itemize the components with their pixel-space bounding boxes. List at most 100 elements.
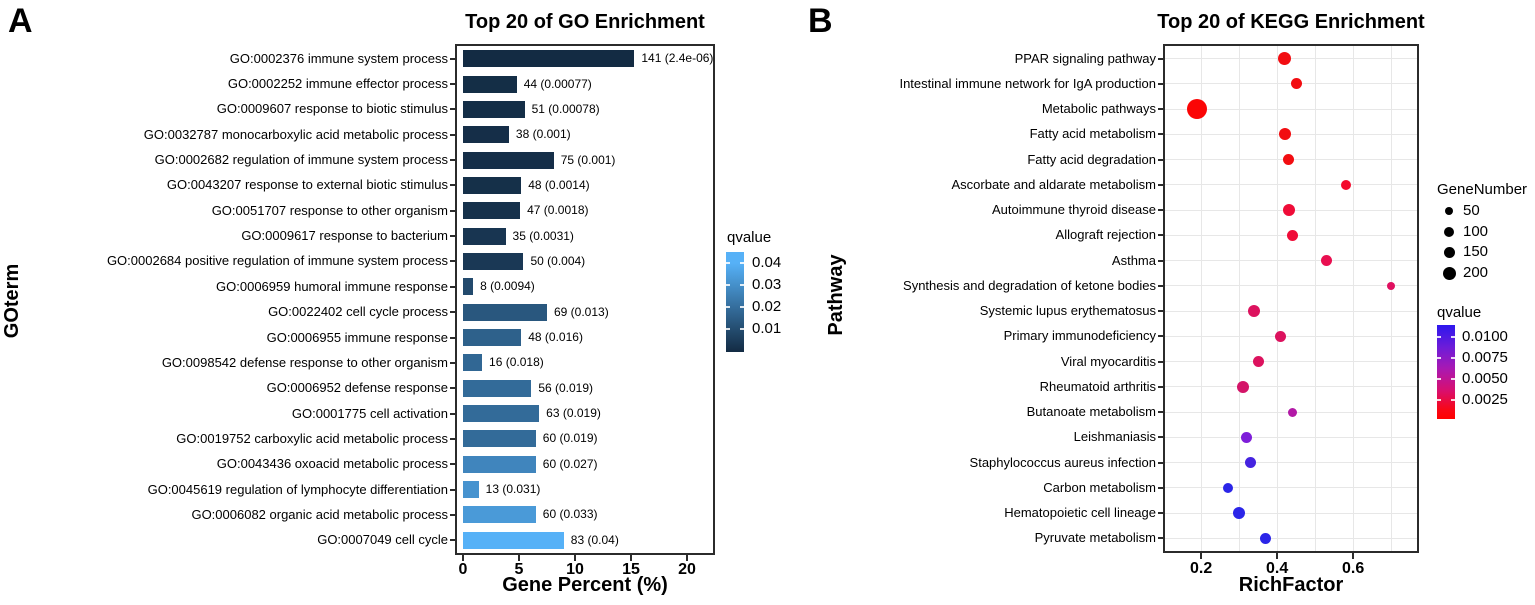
panel-b-qvalue-legend-title: qvalue xyxy=(1437,304,1482,321)
go-bar-value-label: 44 (0.00077) xyxy=(523,76,592,91)
go-bar xyxy=(463,151,554,169)
go-bar-value-label: 48 (0.0014) xyxy=(528,177,590,192)
y-axis-tick xyxy=(450,57,455,60)
y-axis-tick xyxy=(450,513,455,516)
gridline-vertical xyxy=(1276,46,1278,551)
go-bar-value-label: 38 (0.001) xyxy=(515,127,571,142)
go-term-label: GO:0043207 response to external biotic s… xyxy=(166,177,448,193)
gene-number-legend-label: 100 xyxy=(1463,222,1489,240)
gridline-horizontal xyxy=(1165,537,1417,539)
x-axis-tick xyxy=(1352,553,1355,559)
go-bar-value-label: 48 (0.016) xyxy=(528,330,583,345)
kegg-pathway-dot xyxy=(1290,78,1302,90)
x-axis-tick-label: 20 xyxy=(678,561,696,578)
kegg-pathway-dot xyxy=(1252,356,1264,368)
y-axis-tick xyxy=(450,133,455,136)
go-bar xyxy=(463,303,547,321)
y-axis-tick xyxy=(1158,411,1163,414)
go-bar-value-label: 141 (2.4e-06) xyxy=(641,51,714,66)
pathway-label: Butanoate metabolism xyxy=(1026,404,1156,420)
panel-b-y-axis-title: Pathway xyxy=(825,254,847,336)
gene-number-legend-label: 200 xyxy=(1463,264,1489,282)
kegg-pathway-dot xyxy=(1286,229,1298,241)
y-axis-tick xyxy=(1158,259,1163,262)
panel-a-label: A xyxy=(8,2,33,40)
kegg-pathway-dot xyxy=(1187,99,1208,120)
x-axis-tick xyxy=(1276,553,1279,559)
kegg-dot-plot-area xyxy=(1163,44,1419,553)
pathway-label: Viral myocarditis xyxy=(1060,353,1156,369)
pathway-label: Systemic lupus erythematosus xyxy=(979,303,1156,319)
go-bar xyxy=(463,430,536,448)
gridline-vertical xyxy=(1352,46,1354,551)
y-axis-tick xyxy=(1158,284,1163,287)
go-bar-value-label: 75 (0.001) xyxy=(560,152,616,167)
x-axis-tick-label: 0.6 xyxy=(1341,560,1365,577)
y-axis-tick xyxy=(450,260,455,263)
go-bar-value-label: 60 (0.027) xyxy=(542,456,598,471)
go-bar-value-label: 60 (0.019) xyxy=(542,431,598,446)
kegg-pathway-dot xyxy=(1236,380,1249,393)
gene-number-legend-dot xyxy=(1443,246,1455,258)
y-axis-tick xyxy=(1158,133,1163,136)
gridline-horizontal xyxy=(1165,436,1417,438)
gridline-horizontal xyxy=(1165,184,1417,186)
kegg-pathway-dot xyxy=(1278,128,1291,141)
qvalue-legend-label: 0.01 xyxy=(752,320,782,337)
go-bar-value-label: 13 (0.031) xyxy=(485,482,541,497)
kegg-pathway-dot xyxy=(1245,457,1256,469)
gridline-horizontal xyxy=(1165,310,1417,312)
colorbar-tick xyxy=(740,306,744,308)
y-axis-tick xyxy=(450,412,455,415)
panel-b-qvalue-colorbar xyxy=(1437,325,1455,419)
kegg-pathway-dot xyxy=(1387,281,1396,290)
panel-b-label: B xyxy=(808,2,833,40)
colorbar-tick xyxy=(740,262,744,264)
go-term-label: GO:0098542 defense response to other org… xyxy=(161,354,448,370)
go-bar-value-label: 35 (0.0031) xyxy=(512,228,574,243)
go-term-label: GO:0032787 monocarboxylic acid metabolic… xyxy=(143,126,448,142)
y-axis-tick xyxy=(1158,512,1163,515)
x-axis-tick-label: 5 xyxy=(514,561,524,578)
kegg-pathway-dot xyxy=(1260,532,1272,544)
x-axis-tick-label: 10 xyxy=(566,561,584,578)
gridline-horizontal xyxy=(1165,361,1417,363)
gridline-horizontal xyxy=(1165,58,1417,60)
y-axis-tick xyxy=(1158,360,1163,363)
go-term-label: GO:0002684 positive regulation of immune… xyxy=(106,253,448,269)
go-bar-value-label: 60 (0.033) xyxy=(542,507,598,522)
gene-number-legend-label: 150 xyxy=(1463,243,1489,261)
qvalue-legend-label: 0.0025 xyxy=(1462,391,1508,408)
panel-a-qvalue-colorbar xyxy=(726,252,744,352)
y-axis-tick xyxy=(450,83,455,86)
gridline-vertical xyxy=(1314,46,1316,551)
go-term-label: GO:0019752 carboxylic acid metabolic pro… xyxy=(176,430,448,446)
colorbar-tick xyxy=(726,306,730,308)
go-bar-value-label: 63 (0.019) xyxy=(546,406,601,421)
y-axis-tick xyxy=(450,463,455,466)
pathway-label: Fatty acid degradation xyxy=(1027,151,1156,167)
y-axis-tick xyxy=(450,159,455,162)
go-bar-value-label: 51 (0.00078) xyxy=(531,101,600,116)
go-term-label: GO:0043436 oxoacid metabolic process xyxy=(216,456,448,472)
pathway-label: Rheumatoid arthritis xyxy=(1039,378,1156,394)
y-axis-tick xyxy=(450,311,455,314)
qvalue-legend-label: 0.0050 xyxy=(1462,370,1508,387)
go-bar xyxy=(463,252,524,270)
panel-b-title: Top 20 of KEGG Enrichment xyxy=(1157,11,1425,33)
go-bar xyxy=(463,126,509,144)
pathway-label: Hematopoietic cell lineage xyxy=(1004,505,1156,521)
y-axis-tick xyxy=(450,285,455,288)
y-axis-tick xyxy=(1158,385,1163,388)
colorbar-tick xyxy=(1437,378,1441,380)
panel-a-qvalue-legend-title: qvalue xyxy=(727,229,772,246)
y-axis-tick xyxy=(1158,537,1163,540)
colorbar-tick xyxy=(1451,378,1455,380)
go-bar xyxy=(463,354,483,372)
gridline-horizontal xyxy=(1165,260,1417,262)
gene-number-legend-title: GeneNumber xyxy=(1437,181,1528,198)
go-bar-value-label: 56 (0.019) xyxy=(538,380,594,395)
gene-number-legend-label: 50 xyxy=(1463,202,1480,219)
x-axis-tick xyxy=(630,555,632,561)
go-term-label: GO:0007049 cell cycle xyxy=(317,532,448,548)
